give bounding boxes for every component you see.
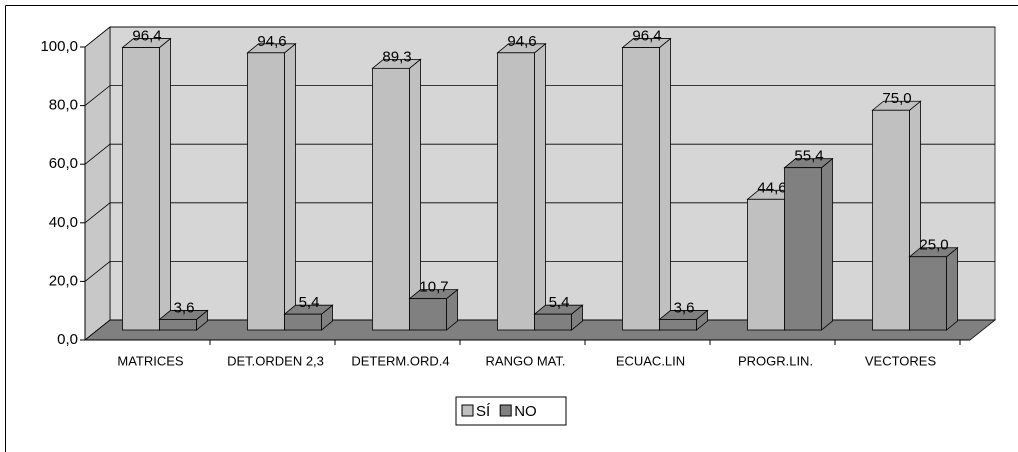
bar-side	[821, 157, 833, 331]
bar-side	[946, 246, 958, 331]
value-label: 94,6	[257, 33, 286, 50]
value-label: 44,6	[757, 179, 786, 196]
bar	[909, 256, 947, 331]
value-label: 89,3	[382, 48, 411, 65]
x-tick-label: PROGR.LIN.	[738, 353, 813, 368]
bar	[622, 47, 660, 331]
bar	[159, 319, 197, 331]
value-label: 96,4	[132, 28, 161, 45]
value-label: 55,4	[794, 148, 823, 165]
grid-line	[84, 143, 995, 165]
bar	[784, 167, 822, 331]
x-tick-label: DETERM.ORD.4	[351, 353, 449, 368]
grid-line	[84, 85, 995, 106]
grid-line	[84, 26, 995, 48]
value-label: 3,6	[674, 299, 695, 316]
y-tick-label: 80,0	[49, 97, 78, 114]
value-label: 10,7	[419, 279, 448, 296]
x-tick-label: ECUAC.LIN	[616, 353, 685, 368]
y-tick-label: 20,0	[49, 272, 78, 289]
x-tick-label: RANGO MAT.	[486, 353, 566, 368]
bar	[497, 52, 535, 331]
value-label: 5,4	[299, 294, 320, 311]
value-label: 3,6	[174, 299, 195, 316]
bar	[409, 298, 447, 331]
bar	[872, 109, 910, 331]
x-tick-label: VECTORES	[865, 353, 937, 368]
y-tick-label: 100,0	[40, 38, 78, 55]
value-label: 75,0	[882, 90, 911, 107]
legend-swatch	[461, 404, 474, 417]
legend-label: NO	[514, 403, 537, 420]
bar	[247, 52, 285, 331]
value-label: 25,0	[919, 237, 948, 254]
value-label: 5,4	[549, 294, 570, 311]
bar	[659, 319, 697, 331]
bar	[747, 198, 785, 331]
legend-label: SÍ	[476, 403, 491, 420]
bar	[534, 313, 572, 331]
y-tick-label: 40,0	[49, 214, 78, 231]
back-wall	[109, 26, 996, 321]
x-tick-label: DET.ORDEN 2,3	[227, 353, 324, 368]
x-tick-label: MATRICES	[117, 353, 184, 368]
bar	[284, 313, 322, 331]
bar-side	[284, 42, 296, 331]
grid-line	[84, 260, 995, 282]
value-label: 96,4	[632, 28, 661, 45]
value-label: 94,6	[507, 33, 536, 50]
bar	[372, 67, 410, 331]
side-wall	[84, 26, 111, 341]
bar-side	[534, 42, 546, 331]
y-tick-label: 60,0	[49, 155, 78, 172]
y-tick-label: 0,0	[57, 331, 78, 348]
bar	[122, 47, 160, 331]
legend-swatch	[499, 404, 512, 417]
grid-line	[84, 202, 995, 224]
bar-side	[159, 37, 171, 331]
bar-side	[659, 37, 671, 331]
